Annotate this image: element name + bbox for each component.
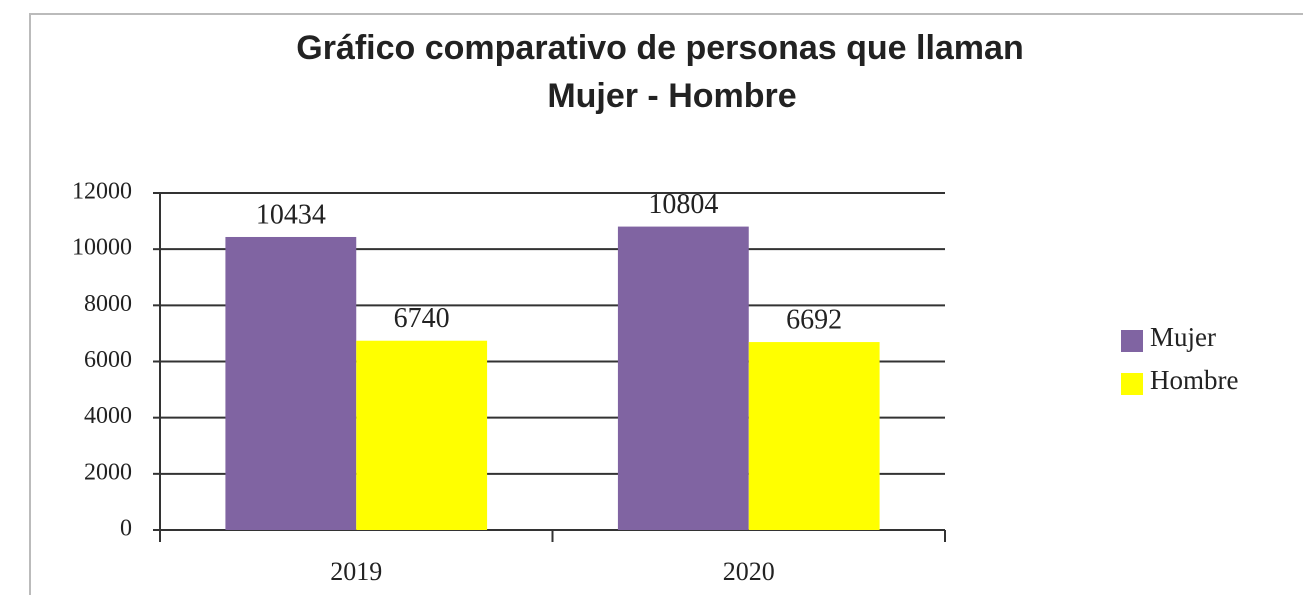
legend-label: Hombre <box>1150 365 1238 395</box>
bar <box>356 340 488 530</box>
data-label: 6740 <box>394 303 450 334</box>
legend-label: Mujer <box>1150 322 1216 352</box>
y-tick-label: 0 <box>120 516 132 542</box>
y-tick-label: 6000 <box>84 347 132 373</box>
y-tick-label: 4000 <box>84 403 132 429</box>
chart-title: Gráfico comparativo de personas que llam… <box>296 29 1023 67</box>
bar <box>748 342 880 530</box>
data-label: 10434 <box>256 199 326 230</box>
chart-title: Mujer - Hombre <box>547 77 796 115</box>
data-label: 6692 <box>786 304 842 335</box>
y-tick-label: 10000 <box>72 235 132 261</box>
y-tick-label: 8000 <box>84 291 132 317</box>
legend-swatch <box>1121 330 1143 352</box>
y-tick-label: 2000 <box>84 459 132 485</box>
data-label: 10804 <box>648 189 718 220</box>
bar <box>617 226 749 531</box>
y-tick-label: 12000 <box>72 179 132 205</box>
x-tick-label: 2019 <box>330 557 382 586</box>
bar <box>225 236 357 530</box>
legend-swatch <box>1121 373 1143 395</box>
x-tick-label: 2020 <box>723 557 775 586</box>
